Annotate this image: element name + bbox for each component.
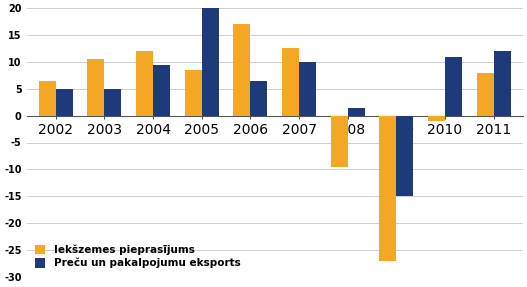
Bar — [250, 81, 267, 116]
Bar — [38, 81, 56, 116]
Bar — [282, 49, 299, 116]
Bar — [56, 89, 73, 116]
Bar — [184, 70, 202, 116]
Bar — [202, 8, 219, 116]
Bar — [330, 116, 348, 167]
Bar — [494, 51, 511, 116]
Bar — [379, 116, 396, 261]
Bar — [153, 65, 170, 116]
Bar — [428, 116, 445, 121]
Legend: Iekšzemes pieprasījums, Preču un pakalpojumu eksports: Iekšzemes pieprasījums, Preču un pakalpo… — [32, 241, 243, 272]
Bar — [445, 57, 462, 116]
Bar — [233, 24, 250, 116]
Bar — [104, 89, 121, 116]
Bar — [396, 116, 413, 196]
Bar — [348, 108, 365, 116]
Bar — [299, 62, 316, 116]
Bar — [87, 59, 104, 116]
Bar — [136, 51, 153, 116]
Bar — [476, 73, 494, 116]
